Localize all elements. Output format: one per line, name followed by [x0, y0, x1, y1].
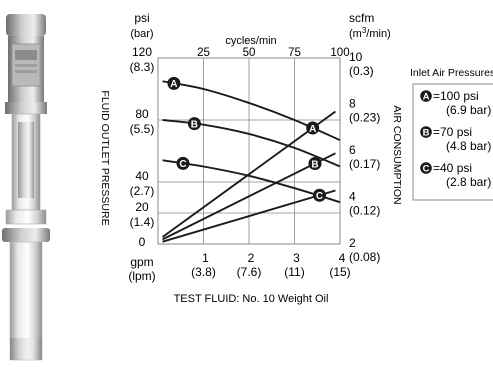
right-tick-label: 8 [349, 97, 356, 111]
chart-tick-labels: 020(1.4)40(2.7)80(5.5)120(8.3)2(0.08)4(0… [130, 45, 381, 279]
legend-entry-label: =100 psi [433, 89, 479, 103]
svg-text:A: A [170, 79, 177, 90]
svg-text:B: B [311, 159, 318, 170]
left-tick-label: 80 [135, 107, 149, 121]
right-tick-label: 4 [349, 190, 356, 204]
plot-frame [157, 57, 341, 245]
svg-text:C: C [316, 191, 323, 202]
chart-series-markers: A B C A B C [167, 76, 327, 202]
left-tick-label: 120 [132, 45, 152, 59]
legend-entry-b: B =70 psi(4.8 bar) [420, 125, 491, 153]
top-tick-label: 100 [330, 47, 349, 59]
right-tick-sublabel: (0.23) [349, 111, 380, 125]
left-tick-sublabel: (5.5) [130, 122, 155, 136]
x-tick-sublabel: (7.6) [237, 265, 262, 279]
right-tick-sublabel: (0.3) [349, 64, 374, 78]
left-tick-label: 40 [135, 169, 149, 183]
series-marker-air-b: B [308, 157, 322, 170]
right-tick-sublabel: (0.17) [349, 157, 380, 171]
right-tick-label: 6 [349, 143, 356, 157]
legend-entry-a: A =100 psi(6.9 bar) [420, 89, 491, 117]
legend-entry-label: =40 psi [433, 161, 472, 175]
x-tick-label: 1 [202, 251, 209, 265]
top-axis-label: cycles/min [225, 35, 276, 47]
series-marker-pressure-b: B [187, 117, 201, 130]
legend-entry-c: C =40 psi(2.8 bar) [420, 161, 491, 189]
x-tick-label: 2 [248, 251, 255, 265]
y2-axis-label: AIR CONSUMPTION [391, 105, 403, 204]
right-tick-sublabel: (0.12) [349, 204, 380, 218]
left-tick-label: 0 [139, 235, 146, 249]
legend-entry-label: =70 psi [433, 125, 472, 139]
top-tick-label: 75 [288, 47, 301, 59]
top-tick-label: 25 [197, 47, 210, 59]
legend: Inlet Air Pressures: A =100 psi(6.9 bar) B… [410, 67, 493, 201]
svg-text:B: B [191, 119, 198, 130]
legend-title: Inlet Air Pressures: [410, 67, 493, 79]
legend-box [412, 83, 493, 201]
legend-entry-sublabel: (2.8 bar) [446, 175, 491, 189]
x-axis-label: TEST FLUID: No. 10 Weight Oil [174, 293, 329, 305]
series-line-air-c [162, 189, 336, 243]
pump-icon [2, 14, 50, 361]
left-tick-sublabel: (2.7) [130, 184, 155, 198]
x-tick-label: 3 [293, 251, 300, 265]
left-tick-sublabel: (8.3) [130, 60, 155, 74]
svg-text:C: C [179, 159, 186, 170]
legend-entry-sublabel: (4.8 bar) [446, 139, 491, 153]
x-tick-sublabel: (15) [329, 265, 350, 279]
right-tick-label: 2 [349, 236, 356, 250]
top-tick-label: 50 [243, 47, 256, 59]
x-tick-sublabel: (11) [284, 265, 304, 279]
left-tick-label: 20 [135, 200, 149, 214]
x-unit-secondary: (lpm) [128, 269, 155, 283]
svg-text:A: A [309, 124, 316, 135]
series-marker-air-a: A [306, 121, 320, 135]
chart-axes [157, 57, 341, 245]
right-tick-sublabel: (0.08) [349, 250, 380, 264]
series-marker-air-c: C [313, 188, 327, 202]
series-marker-pressure-a: A [167, 76, 181, 90]
left-unit-secondary: (bar) [130, 28, 153, 40]
left-unit-primary: psi [134, 11, 149, 25]
svg-text:A: A [423, 92, 430, 103]
right-unit-secondary: (m3/min) [349, 26, 391, 40]
series-line-air-b [162, 152, 336, 241]
x-unit-primary: gpm [130, 255, 153, 269]
x-tick-sublabel: (3.8) [191, 265, 216, 279]
legend-entries: A =100 psi(6.9 bar) B =70 psi(4.8 bar) C =40 … [420, 89, 491, 189]
left-tick-sublabel: (1.4) [130, 215, 155, 229]
legend-entry-sublabel: (6.9 bar) [446, 103, 491, 117]
x-tick-label: 4 [339, 251, 346, 265]
svg-text:C: C [423, 164, 430, 175]
right-tick-label: 10 [349, 50, 363, 64]
right-unit-primary: scfm [349, 11, 374, 25]
series-line-air-a [161, 110, 337, 238]
y-axis-label: FLUID OUTLET PRESSURE [99, 90, 111, 225]
series-marker-pressure-c: C [176, 156, 190, 170]
series-line-pressure-c [162, 159, 341, 204]
svg-text:B: B [423, 128, 430, 139]
